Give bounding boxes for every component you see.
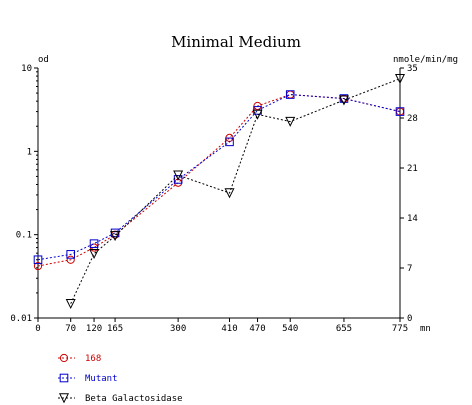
- data-point: [33, 261, 43, 271]
- y-left-tick-label: 0.1: [16, 231, 32, 241]
- legend-item: 168: [58, 353, 101, 364]
- x-tick-label: 655: [336, 324, 352, 334]
- legend-marker: [59, 353, 69, 363]
- data-point: [253, 101, 262, 111]
- y-right-tick-label: 7: [407, 264, 412, 274]
- data-point: [285, 90, 295, 99]
- data-point: [110, 231, 121, 242]
- data-point: [338, 95, 349, 106]
- x-tick-label: 300: [170, 324, 186, 334]
- y-right-tick-label: 35: [407, 64, 418, 74]
- x-tick-label: 165: [107, 324, 123, 334]
- data-point: [66, 250, 75, 259]
- series-layer: [33, 74, 406, 310]
- data-point: [252, 109, 263, 120]
- data-point: [339, 94, 349, 103]
- data-point: [65, 299, 76, 310]
- data-point: [285, 116, 296, 127]
- right-axis-label: nmole/min/mg: [393, 55, 458, 65]
- data-point: [66, 255, 75, 264]
- x-tick-label: 775: [392, 324, 408, 334]
- y-right-tick-label: 14: [407, 214, 418, 224]
- legend-marker: [59, 373, 69, 383]
- data-point: [394, 74, 406, 85]
- series-line: [37, 94, 401, 261]
- legend-marker: [58, 393, 70, 404]
- x-tick-label: 470: [249, 324, 265, 334]
- data-point: [225, 137, 234, 147]
- series-mutant: [33, 90, 405, 265]
- chart-title: Minimal Medium: [171, 33, 301, 51]
- y-left-tick-label: 1: [27, 147, 32, 157]
- legend: 168 Mutant Beta Galactosidase: [58, 353, 183, 404]
- x-tick-label: 120: [86, 324, 102, 334]
- series-beta-galactosidase: [65, 74, 406, 310]
- x-tick-label: 70: [65, 324, 76, 334]
- series-line: [70, 78, 401, 304]
- y-right-tick-label: 0: [407, 314, 412, 324]
- y-right-tick-label: 28: [407, 114, 418, 124]
- legend-label: Beta Galactosidase: [85, 394, 183, 404]
- legend-item: Beta Galactosidase: [58, 393, 183, 404]
- legend-label: Mutant: [85, 374, 118, 384]
- x-unit-label: mn: [420, 324, 431, 334]
- y-right-tick-label: 21: [407, 164, 418, 174]
- y-left-tick-label: 0.01: [10, 314, 32, 324]
- axes: 0 70 120 165 300 410 470 540 655 775 0.01 0.1 1 10 0 7 1…: [10, 64, 418, 334]
- data-point: [89, 249, 100, 260]
- x-tick-label: 540: [282, 324, 298, 334]
- x-tick-label: 410: [221, 324, 237, 334]
- x-tick-label: 0: [35, 324, 40, 334]
- left-axis-label: od: [38, 55, 49, 65]
- legend-item: Mutant: [58, 373, 118, 384]
- legend-label: 168: [85, 354, 101, 364]
- data-point: [33, 255, 43, 265]
- data-point: [395, 107, 405, 116]
- data-point: [173, 170, 184, 181]
- data-point: [89, 239, 99, 248]
- data-point: [224, 188, 235, 199]
- y-left-tick-label: 10: [21, 64, 32, 74]
